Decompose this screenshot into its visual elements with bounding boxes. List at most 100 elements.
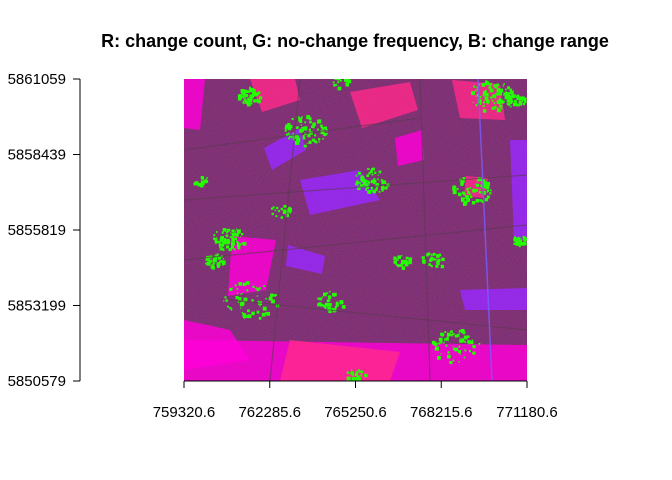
raster-green-speck: [509, 100, 513, 105]
raster-green-speck: [516, 240, 520, 243]
raster-green-speck: [206, 261, 211, 266]
raster-green-speck: [486, 182, 490, 186]
raster-green-speck: [245, 93, 249, 98]
raster-green-speck: [325, 304, 328, 307]
raster-green-speck: [515, 103, 518, 107]
raster-green-speck: [258, 287, 261, 290]
raster-green-speck: [216, 262, 221, 266]
raster-green-speck: [421, 256, 425, 260]
raster-green-speck: [247, 314, 252, 319]
raster-green-speck: [252, 286, 254, 288]
raster-green-speck: [323, 292, 327, 297]
raster-green-speck: [486, 195, 490, 199]
raster-green-speck: [395, 263, 398, 266]
raster-green-speck: [436, 254, 440, 258]
raster-green-speck: [527, 242, 528, 243]
raster-green-speck: [493, 102, 496, 105]
raster-green-speck: [314, 134, 317, 137]
raster-green-speck: [228, 248, 232, 252]
raster-green-speck: [452, 333, 455, 336]
y-tick-label: 5853199: [8, 298, 66, 315]
raster-green-speck: [229, 307, 232, 310]
raster-green-speck: [384, 186, 388, 190]
raster-green-speck: [486, 190, 489, 193]
raster-green-speck: [444, 338, 447, 341]
raster-green-speck: [450, 333, 453, 337]
raster-green-speck: [246, 281, 250, 285]
raster-green-speck: [427, 252, 431, 256]
raster-green-speck: [511, 94, 515, 99]
raster-green-speck: [373, 178, 376, 180]
raster-green-speck: [475, 104, 478, 107]
raster-green-speck: [342, 76, 344, 78]
raster-green-speck: [230, 245, 234, 249]
raster-green-speck: [205, 262, 207, 265]
raster-green-speck: [321, 296, 324, 298]
raster-green-speck: [482, 105, 484, 108]
raster-green-speck: [250, 102, 253, 105]
raster-green-speck: [503, 92, 506, 95]
raster-field-patch: [395, 130, 424, 166]
raster-green-speck: [371, 189, 374, 192]
raster-green-speck: [471, 91, 475, 95]
raster-green-speck: [519, 241, 524, 246]
raster-green-speck: [256, 92, 260, 96]
raster-green-speck: [368, 181, 371, 184]
raster-green-speck: [252, 92, 256, 96]
raster-green-speck: [393, 260, 397, 264]
raster-green-speck: [366, 174, 369, 177]
raster-green-speck: [213, 234, 216, 236]
raster-green-speck: [275, 215, 278, 218]
raster-green-speck: [482, 190, 487, 195]
raster-green-speck: [243, 98, 247, 102]
raster-green-speck: [231, 233, 235, 237]
raster-green-speck: [226, 229, 228, 231]
raster-green-speck: [254, 93, 258, 97]
raster-green-speck: [306, 142, 308, 144]
raster-green-speck: [356, 182, 359, 185]
raster-green-speck: [360, 374, 362, 377]
raster-green-speck: [238, 94, 243, 98]
raster-green-speck: [474, 90, 477, 92]
raster-green-speck: [519, 104, 521, 106]
raster-green-speck: [332, 293, 335, 296]
y-tick-label: 5858439: [8, 147, 66, 164]
raster-green-speck: [234, 284, 237, 287]
raster-green-speck: [507, 96, 512, 101]
raster-green-speck: [435, 264, 439, 268]
raster-green-speck: [494, 108, 496, 110]
raster-green-speck: [334, 306, 338, 309]
raster-green-speck: [478, 191, 482, 194]
raster-green-speck: [462, 340, 465, 343]
raster-green-speck: [408, 257, 413, 261]
raster-green-speck: [508, 104, 510, 107]
raster-green-speck: [355, 182, 359, 186]
raster-green-speck: [459, 337, 461, 339]
raster-green-speck: [516, 95, 519, 99]
raster-green-speck: [200, 180, 205, 185]
raster-green-speck: [518, 245, 521, 248]
raster-green-speck: [216, 265, 220, 268]
raster-green-speck: [215, 231, 218, 233]
raster-green-speck: [214, 254, 216, 256]
raster-green-speck: [206, 177, 208, 179]
raster-green-speck: [337, 81, 340, 84]
raster-green-speck: [364, 373, 368, 378]
raster-green-speck: [311, 138, 315, 142]
raster-green-speck: [357, 186, 361, 191]
raster-green-speck: [361, 180, 363, 183]
raster-green-speck: [425, 253, 429, 257]
raster-green-speck: [486, 99, 490, 104]
raster-green-speck: [452, 185, 456, 189]
raster-green-speck: [447, 351, 450, 354]
raster-green-speck: [458, 361, 460, 363]
raster-green-speck: [271, 299, 275, 304]
raster-green-speck: [477, 177, 482, 182]
raster-green-speck: [309, 120, 312, 124]
raster-green-speck: [364, 183, 369, 188]
raster-green-speck: [517, 242, 520, 245]
raster-green-speck: [354, 373, 358, 377]
raster-green-speck: [496, 108, 501, 113]
raster-green-speck: [496, 100, 501, 104]
raster-green-speck: [237, 246, 241, 250]
